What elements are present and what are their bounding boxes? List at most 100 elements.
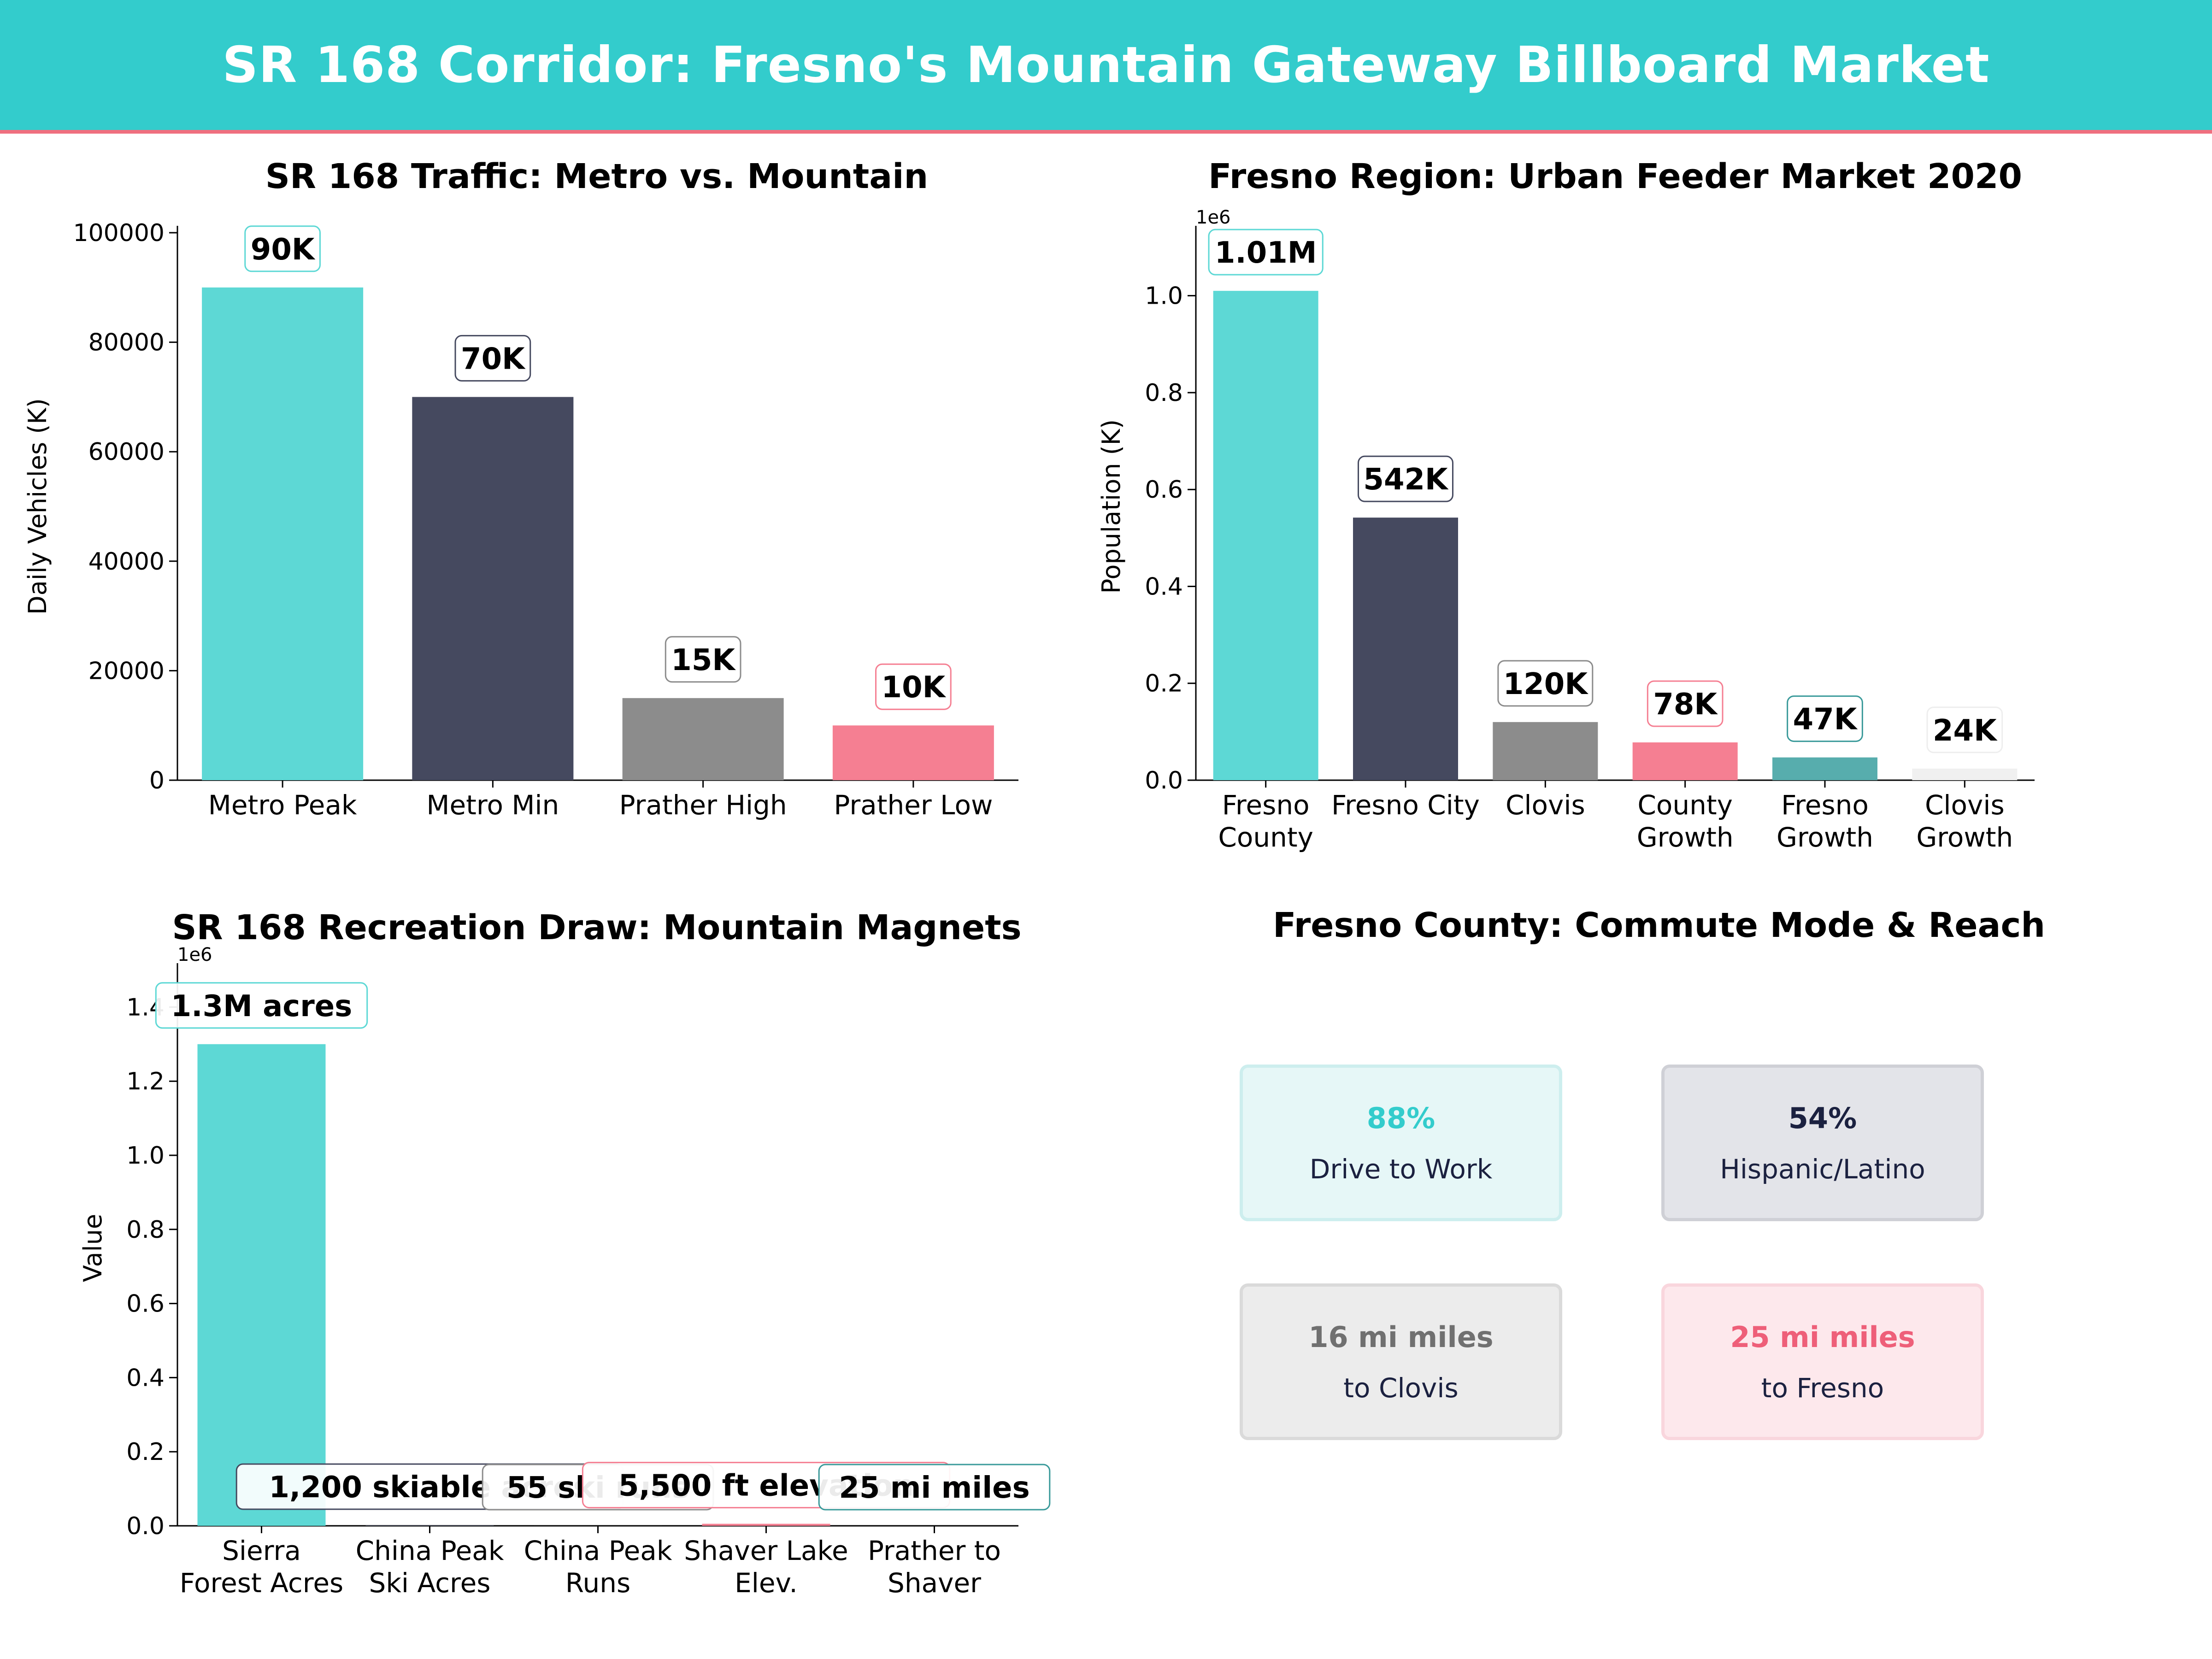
chart-title: SR 168 Recreation Draw: Mountain Magnets bbox=[172, 908, 1021, 947]
data-label-box bbox=[1647, 680, 1724, 727]
bar bbox=[702, 1524, 830, 1526]
y-tick-label: 0.2 bbox=[1145, 670, 1183, 698]
x-tick-label: Fresno bbox=[1222, 789, 1310, 821]
y-tick-label: 0.8 bbox=[126, 1216, 165, 1244]
data-label-box bbox=[1926, 706, 2003, 753]
bar bbox=[1353, 518, 1458, 780]
y-tick-label: 0.6 bbox=[1145, 476, 1183, 504]
y-tick-label: 100000 bbox=[73, 219, 165, 247]
y-tick-label: 1.2 bbox=[126, 1068, 165, 1095]
data-label-box bbox=[665, 636, 741, 683]
chart-title: Fresno Region: Urban Feeder Market 2020 bbox=[1208, 157, 2022, 196]
bar bbox=[832, 725, 994, 780]
x-tick-label: Metro Min bbox=[426, 789, 559, 821]
stat-card-label: Hispanic/Latino bbox=[1720, 1153, 1925, 1185]
x-tick-label: China Peak bbox=[356, 1535, 504, 1566]
y-tick-label: 0.4 bbox=[1145, 573, 1183, 600]
y-tick-label: 60000 bbox=[88, 438, 165, 466]
data-label-box bbox=[1787, 695, 1863, 742]
data-label-box bbox=[1358, 455, 1453, 502]
data-label: 15K bbox=[671, 643, 736, 677]
traffic-chart: SR 168 Traffic: Metro vs. Mountain 0 20000… bbox=[23, 157, 1018, 821]
y-tick-label: 0.2 bbox=[126, 1438, 165, 1466]
y-tick-label: 0.0 bbox=[126, 1512, 165, 1540]
x-tick-label: Runs bbox=[565, 1567, 630, 1599]
y-tick-label: 20000 bbox=[88, 657, 165, 685]
bar bbox=[1912, 768, 2018, 780]
x-tick-label: Metro Peak bbox=[208, 789, 357, 821]
stat-card-to-clovis: 16 mi miles to Clovis bbox=[1240, 1283, 1562, 1440]
stat-card-label: Drive to Work bbox=[1309, 1153, 1493, 1185]
x-tick-label: Sierra bbox=[222, 1535, 301, 1566]
y-tick-label: 80000 bbox=[88, 329, 165, 357]
data-label: 542K bbox=[1363, 463, 1449, 497]
data-label-box bbox=[1208, 229, 1324, 276]
page-title: SR 168 Corridor: Fresno's Mountain Gatew… bbox=[222, 36, 1990, 94]
stat-card-value: 54% bbox=[1788, 1101, 1857, 1135]
x-tick-label: County bbox=[1218, 822, 1313, 853]
bar bbox=[412, 397, 574, 780]
bar bbox=[1213, 291, 1318, 780]
data-label-box bbox=[155, 982, 368, 1029]
x-tick-label: China Peak bbox=[524, 1535, 672, 1566]
data-label: 1.3M acres bbox=[171, 989, 353, 1024]
commute-cards: 88% Drive to Work 54% Hispanic/Latino 16… bbox=[1198, 1014, 2028, 1521]
bar bbox=[197, 1044, 326, 1526]
data-label: 10K bbox=[882, 671, 947, 705]
x-tick-label: Clovis bbox=[1506, 789, 1585, 821]
y-axis-label: Value bbox=[78, 1214, 107, 1282]
data-label: 90K bbox=[251, 233, 316, 267]
x-tick-label: Prather to bbox=[868, 1535, 1001, 1566]
stat-card-label: to Fresno bbox=[1761, 1372, 1884, 1404]
stat-card-value: 88% bbox=[1366, 1101, 1435, 1135]
data-label-box bbox=[875, 663, 952, 710]
y-axis-label: Daily Vehicles (K) bbox=[23, 398, 52, 615]
stat-card-drive-to-work: 88% Drive to Work bbox=[1240, 1065, 1562, 1221]
x-tick-label: Elev. bbox=[735, 1567, 798, 1599]
commute-panel-title: Fresno County: Commute Mode & Reach bbox=[1272, 906, 2046, 945]
data-label-box bbox=[1497, 660, 1594, 707]
x-tick-label: Shaver bbox=[888, 1567, 981, 1599]
data-label: 120K bbox=[1503, 667, 1589, 701]
x-tick-label: Growth bbox=[1916, 822, 2013, 853]
bar bbox=[202, 287, 364, 780]
stat-card-value: 25 mi miles bbox=[1730, 1320, 1915, 1354]
y-tick-label: 40000 bbox=[88, 548, 165, 576]
x-tick-label: Fresno bbox=[1781, 789, 1869, 821]
x-tick-label: Forest Acres bbox=[180, 1567, 343, 1599]
y-tick-label: 0.0 bbox=[1145, 767, 1183, 794]
y-axis-multiplier: 1e6 bbox=[177, 944, 212, 965]
population-chart: Fresno Region: Urban Feeder Market 2020 0… bbox=[1097, 157, 2035, 853]
data-label: 1.01M bbox=[1215, 236, 1317, 270]
data-label: 25 mi miles bbox=[839, 1471, 1030, 1505]
y-tick-label: 0 bbox=[149, 767, 165, 794]
bar bbox=[1632, 742, 1738, 780]
x-tick-label: Prather High bbox=[619, 789, 787, 821]
stat-card-hispanic-latino: 54% Hispanic/Latino bbox=[1661, 1065, 1984, 1221]
stat-card-to-fresno: 25 mi miles to Fresno bbox=[1661, 1283, 1984, 1440]
y-tick-label: 1.0 bbox=[1145, 282, 1183, 310]
data-label: 24K bbox=[1933, 714, 1998, 748]
y-axis-label: Population (K) bbox=[1097, 419, 1126, 594]
bar bbox=[1772, 757, 1877, 780]
x-tick-label: Shaver Lake bbox=[684, 1535, 848, 1566]
x-tick-label: Growth bbox=[1777, 822, 1873, 853]
chart-title: SR 168 Traffic: Metro vs. Mountain bbox=[265, 157, 928, 196]
x-tick-label: Fresno City bbox=[1331, 789, 1480, 821]
data-label-box bbox=[818, 1464, 1051, 1511]
bar bbox=[365, 1525, 494, 1526]
y-tick-label: 0.4 bbox=[126, 1364, 165, 1392]
y-tick-label: 1.0 bbox=[126, 1142, 165, 1170]
stat-card-label: to Clovis bbox=[1343, 1372, 1459, 1404]
y-axis-multiplier: 1e6 bbox=[1196, 207, 1231, 228]
page-header: SR 168 Corridor: Fresno's Mountain Gatew… bbox=[0, 0, 2212, 134]
x-tick-label: Growth bbox=[1637, 822, 1734, 853]
x-tick-label: County bbox=[1637, 789, 1733, 821]
recreation-chart: SR 168 Recreation Draw: Mountain Magnets… bbox=[78, 908, 1051, 1599]
x-tick-label: Prather Low bbox=[834, 789, 993, 821]
data-label-box bbox=[454, 335, 531, 382]
y-tick-label: 0.8 bbox=[1145, 379, 1183, 407]
data-label: 70K bbox=[461, 342, 526, 376]
bar bbox=[1493, 722, 1598, 780]
stat-card-value: 16 mi miles bbox=[1308, 1320, 1494, 1354]
